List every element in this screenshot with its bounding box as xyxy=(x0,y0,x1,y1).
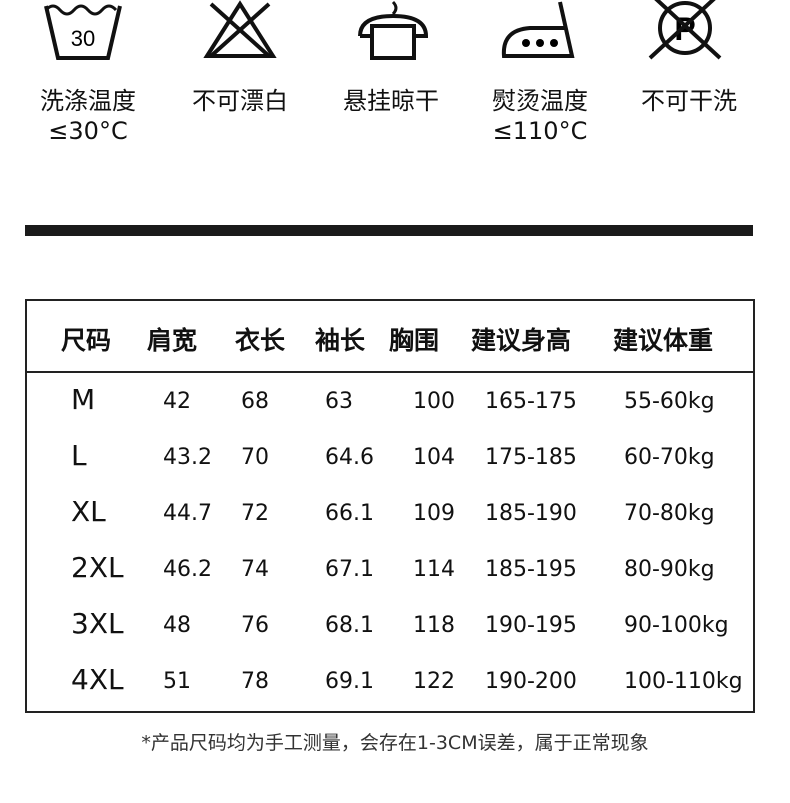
size-cell: 2XL xyxy=(71,551,124,584)
value-cell: 122 xyxy=(413,669,455,694)
measurement-note: *产品尺码均为手工测量，会存在1-3CM误差，属于正常现象 xyxy=(141,732,649,754)
iron-icon xyxy=(501,1,575,58)
care-label-iron: 熨烫温度 ≤110°C xyxy=(492,87,588,145)
value-cell: 48 xyxy=(163,613,191,638)
table-row: 3XL 48 76 68.1 118 190-195 90-100kg xyxy=(27,601,753,657)
size-cell: 3XL xyxy=(71,607,124,640)
value-cell: 67.1 xyxy=(325,557,374,582)
header-cell: 胸围 xyxy=(389,326,440,355)
value-cell: 72 xyxy=(241,501,269,526)
size-table: 尺码 肩宽 衣长 袖长 胸围 建议身高 建议体重 M 42 68 63 100 165-1… xyxy=(25,299,755,713)
header-divider xyxy=(27,371,753,373)
value-cell: 190-200 xyxy=(485,669,577,694)
no-bleach-icon xyxy=(203,0,277,58)
value-cell: 185-195 xyxy=(485,557,577,582)
value-cell: 44.7 xyxy=(163,501,212,526)
value-cell: 43.2 xyxy=(163,445,212,470)
value-cell: 63 xyxy=(325,389,353,414)
value-cell: 46.2 xyxy=(163,557,212,582)
value-cell: 60-70kg xyxy=(624,445,715,470)
table-row: 4XL 51 78 69.1 122 190-200 100-110kg xyxy=(27,657,753,713)
size-cell: M xyxy=(71,383,96,416)
value-cell: 78 xyxy=(241,669,269,694)
value-cell: 68.1 xyxy=(325,613,374,638)
value-cell: 109 xyxy=(413,501,455,526)
value-cell: 55-60kg xyxy=(624,389,715,414)
header-cell: 肩宽 xyxy=(147,326,198,355)
header-cell: 建议身高 xyxy=(471,326,572,355)
header-cell: 衣长 xyxy=(235,326,286,355)
size-cell: 4XL xyxy=(71,663,124,696)
value-cell: 74 xyxy=(241,557,269,582)
svg-text:30: 30 xyxy=(71,26,95,51)
hang-dry-icon xyxy=(358,0,429,60)
header-cell: 袖长 xyxy=(315,326,366,355)
table-row: M 42 68 63 100 165-175 55-60kg xyxy=(27,377,753,433)
value-cell: 76 xyxy=(241,613,269,638)
care-label-dry-clean: 不可干洗 xyxy=(641,87,737,115)
value-cell: 165-175 xyxy=(485,389,577,414)
care-label-bleach: 不可漂白 xyxy=(192,87,288,115)
table-row: XL 44.7 72 66.1 109 185-190 70-80kg xyxy=(27,489,753,545)
value-cell: 64.6 xyxy=(325,445,374,470)
value-cell: 80-90kg xyxy=(624,557,715,582)
value-cell: 51 xyxy=(163,669,191,694)
value-cell: 175-185 xyxy=(485,445,577,470)
value-cell: 69.1 xyxy=(325,669,374,694)
value-cell: 100-110kg xyxy=(624,669,743,694)
value-cell: 68 xyxy=(241,389,269,414)
value-cell: 114 xyxy=(413,557,455,582)
value-cell: 66.1 xyxy=(325,501,374,526)
value-cell: 185-190 xyxy=(485,501,577,526)
care-label-wash: 洗涤温度 ≤30°C xyxy=(40,87,136,145)
header-cell: 建议体重 xyxy=(613,326,714,355)
value-cell: 190-195 xyxy=(485,613,577,638)
no-dry-clean-icon: P xyxy=(648,0,722,60)
care-label-dry: 悬挂晾干 xyxy=(343,87,439,115)
size-cell: L xyxy=(71,439,87,472)
size-cell: XL xyxy=(71,495,106,528)
table-row: 2XL 46.2 74 67.1 114 185-195 80-90kg xyxy=(27,545,753,601)
value-cell: 90-100kg xyxy=(624,613,729,638)
value-cell: 104 xyxy=(413,445,455,470)
divider-bar xyxy=(25,225,753,236)
value-cell: 100 xyxy=(413,389,455,414)
value-cell: 70-80kg xyxy=(624,501,715,526)
table-row: L 43.2 70 64.6 104 175-185 60-70kg xyxy=(27,433,753,489)
header-cell: 尺码 xyxy=(61,326,112,355)
value-cell: 70 xyxy=(241,445,269,470)
wash-30-icon: 30 xyxy=(44,4,122,60)
value-cell: 42 xyxy=(163,389,191,414)
value-cell: 118 xyxy=(413,613,455,638)
